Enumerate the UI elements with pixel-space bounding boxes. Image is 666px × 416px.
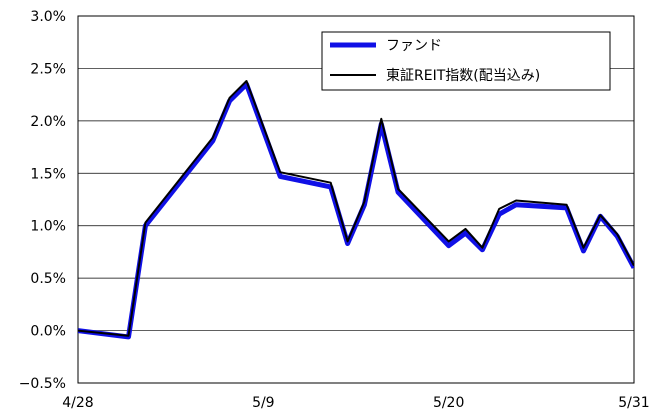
y-tick-label: 2.5% bbox=[30, 61, 66, 77]
y-tick-label: 0.0% bbox=[30, 324, 66, 340]
series-lines bbox=[78, 80, 634, 340]
x-axis-labels: 4/28 5/9 5/20 5/31 bbox=[62, 395, 649, 411]
y-tick-label: 3.0% bbox=[30, 9, 66, 25]
x-tick-label: 4/28 bbox=[62, 395, 93, 411]
y-tick-label: 0.5% bbox=[30, 271, 66, 287]
x-tick-label: 5/20 bbox=[433, 395, 464, 411]
y-tick-label: 1.5% bbox=[30, 166, 66, 182]
y-tick-label: 2.0% bbox=[30, 114, 66, 130]
legend-box bbox=[321, 31, 611, 91]
series-line-index bbox=[78, 80, 634, 337]
y-axis-labels: 3.0% 2.5% 2.0% 1.5% 1.0% 0.5% 0.0% −0.5% bbox=[19, 9, 66, 392]
y-tick-label: 1.0% bbox=[30, 219, 66, 235]
legend: ファンド 東証REIT指数(配当込み) bbox=[321, 31, 611, 91]
y-tick-label: −0.5% bbox=[19, 376, 66, 392]
x-tick-label: 5/9 bbox=[252, 395, 275, 411]
x-tick-label: 5/31 bbox=[618, 395, 649, 411]
legend-label-index: 東証REIT指数(配当込み) bbox=[386, 68, 540, 84]
legend-label-fund: ファンド bbox=[386, 38, 442, 54]
